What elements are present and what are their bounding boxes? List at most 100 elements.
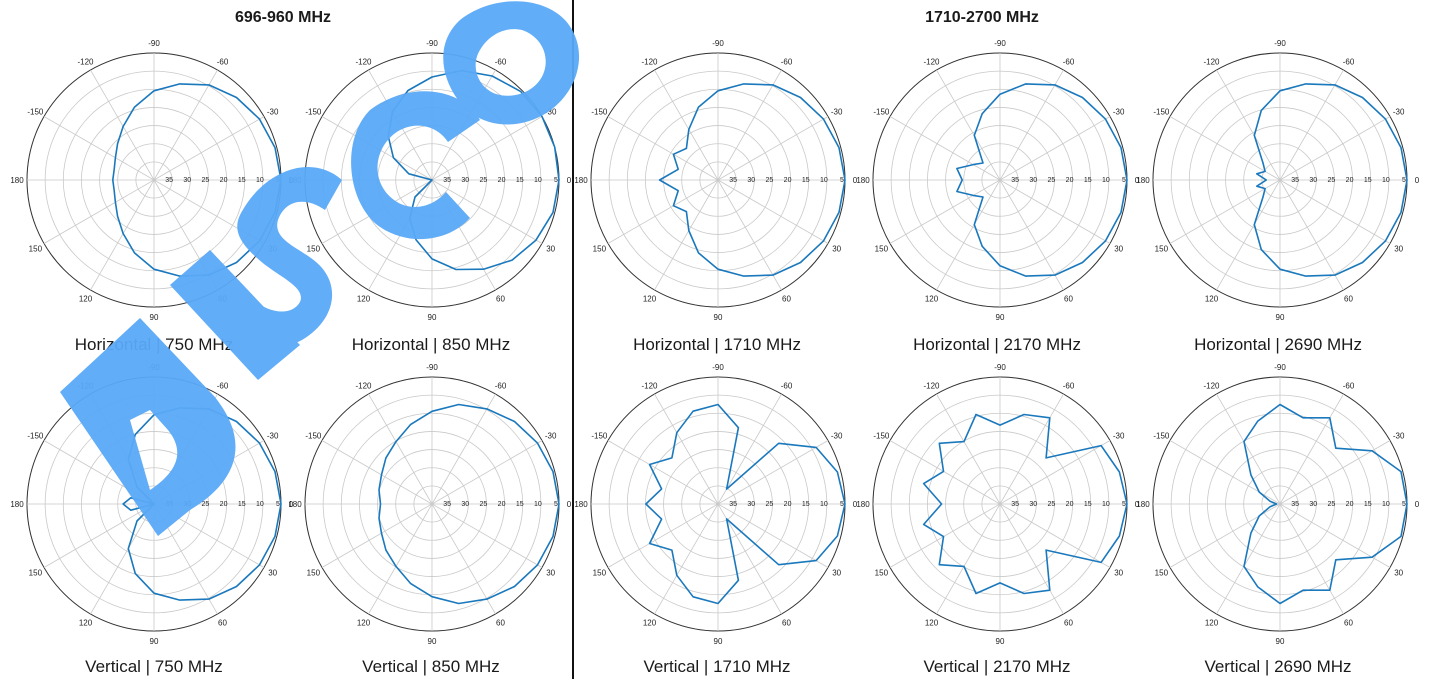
angle-tick-label: 90 (1276, 313, 1285, 322)
radial-tick-label: 20 (784, 177, 792, 184)
grid-spoke (90, 503, 155, 615)
angle-tick-label: -30 (1113, 108, 1125, 117)
angle-tick-label: 150 (1155, 245, 1169, 254)
radial-tick-label: 35 (1011, 501, 1019, 508)
angle-tick-label: 180 (1136, 176, 1150, 185)
angle-tick-label: 90 (1276, 637, 1285, 646)
radial-tick-label: 35 (729, 177, 737, 184)
radial-tick-label: 25 (202, 501, 210, 508)
angle-tick-label: 150 (875, 245, 889, 254)
radial-tick-label: 10 (1102, 501, 1110, 508)
angle-tick-label: 0 (567, 500, 572, 509)
angle-tick-label: 30 (546, 245, 555, 254)
grid-spoke (654, 69, 719, 181)
radial-tick-label: 25 (202, 177, 210, 184)
grid-spoke (1279, 440, 1391, 505)
radial-tick-label: 5 (276, 501, 280, 508)
grid-spoke (1169, 179, 1281, 244)
grid-spoke (717, 393, 782, 505)
angle-tick-label: -120 (923, 381, 940, 390)
pattern-trace (658, 83, 846, 277)
angle-tick-label: -60 (1343, 57, 1355, 66)
radial-tick-label: 30 (1029, 177, 1037, 184)
angle-tick-label: -150 (27, 108, 44, 117)
radial-tick-label: 10 (534, 501, 542, 508)
grid-spoke (321, 503, 433, 568)
angle-tick-label: 30 (546, 569, 555, 578)
radial-tick-label: 35 (443, 501, 451, 508)
angle-tick-label: -90 (712, 39, 724, 48)
angle-tick-label: 150 (875, 569, 889, 578)
angle-tick-label: 60 (218, 619, 227, 628)
angle-tick-label: 90 (714, 313, 723, 322)
radial-tick-label: 20 (498, 501, 506, 508)
caption-h-2170: Horizontal | 2170 MHz (913, 335, 1081, 354)
pattern-trace (645, 403, 846, 605)
radial-tick-label: 35 (165, 501, 173, 508)
angle-tick-label: -90 (1274, 39, 1286, 48)
grid-spoke (1279, 179, 1344, 291)
angle-tick-label: -90 (426, 363, 438, 372)
grid-spoke (43, 440, 155, 505)
grid-spoke (1216, 179, 1281, 291)
grid-spoke (368, 503, 433, 615)
angle-tick-label: -30 (1113, 432, 1125, 441)
grid-spoke (889, 179, 1001, 244)
pattern-trace (922, 413, 1128, 595)
grid-spoke (936, 503, 1001, 615)
grid-spoke (431, 503, 496, 615)
radial-tick-label: 10 (1102, 177, 1110, 184)
radial-tick-label: 25 (480, 501, 488, 508)
angle-tick-label: 0 (1135, 500, 1140, 509)
radial-tick-label: 20 (220, 501, 228, 508)
angle-tick-label: 180 (10, 176, 24, 185)
angle-tick-label: 180 (288, 500, 302, 509)
grid-spoke (717, 503, 782, 615)
angle-tick-label: 30 (832, 569, 841, 578)
grid-spoke (153, 503, 218, 615)
band-divider (572, 0, 574, 679)
grid-spoke (654, 503, 719, 615)
angle-tick-label: 0 (853, 176, 858, 185)
angle-tick-label: -30 (545, 108, 557, 117)
grid-spoke (1279, 503, 1391, 568)
polar-chart-5: -90 -60 -30 0 30 60 90 120 150 180 -150 -120 35 30 25 2… (10, 363, 293, 646)
angle-tick-label: 30 (1394, 569, 1403, 578)
angle-tick-label: -60 (781, 57, 793, 66)
angle-tick-label: 0 (1415, 176, 1420, 185)
angle-tick-label: 120 (357, 295, 371, 304)
angle-tick-label: 30 (268, 245, 277, 254)
pattern-trace (956, 83, 1128, 277)
grid-spoke (889, 116, 1001, 181)
radial-tick-label: 20 (1346, 501, 1354, 508)
grid-spoke (717, 69, 782, 181)
radial-tick-label: 15 (1364, 177, 1372, 184)
angle-tick-label: -150 (873, 108, 890, 117)
grid-spoke (999, 440, 1111, 505)
grid-spoke (999, 69, 1064, 181)
radial-tick-label: 15 (1084, 177, 1092, 184)
grid-spoke (717, 116, 829, 181)
radial-tick-label: 15 (238, 501, 246, 508)
grid-spoke (431, 503, 543, 568)
radial-tick-label: 10 (1382, 501, 1390, 508)
angle-tick-label: 60 (496, 295, 505, 304)
angle-tick-label: -60 (1063, 57, 1075, 66)
angle-tick-label: 60 (782, 619, 791, 628)
angle-tick-label: -90 (712, 363, 724, 372)
radial-tick-label: 30 (461, 501, 469, 508)
caption-v-2690: Vertical | 2690 MHz (1204, 657, 1352, 676)
radial-tick-label: 5 (276, 177, 280, 184)
angle-tick-label: 90 (428, 313, 437, 322)
grid-spoke (321, 179, 433, 244)
radial-tick-label: 30 (183, 501, 191, 508)
grid-spoke (431, 179, 543, 244)
angle-tick-label: -60 (217, 381, 229, 390)
angle-tick-label: -60 (495, 381, 507, 390)
grid-spoke (1279, 393, 1344, 505)
grid-spoke (999, 393, 1064, 505)
grid-spoke (1279, 503, 1344, 615)
